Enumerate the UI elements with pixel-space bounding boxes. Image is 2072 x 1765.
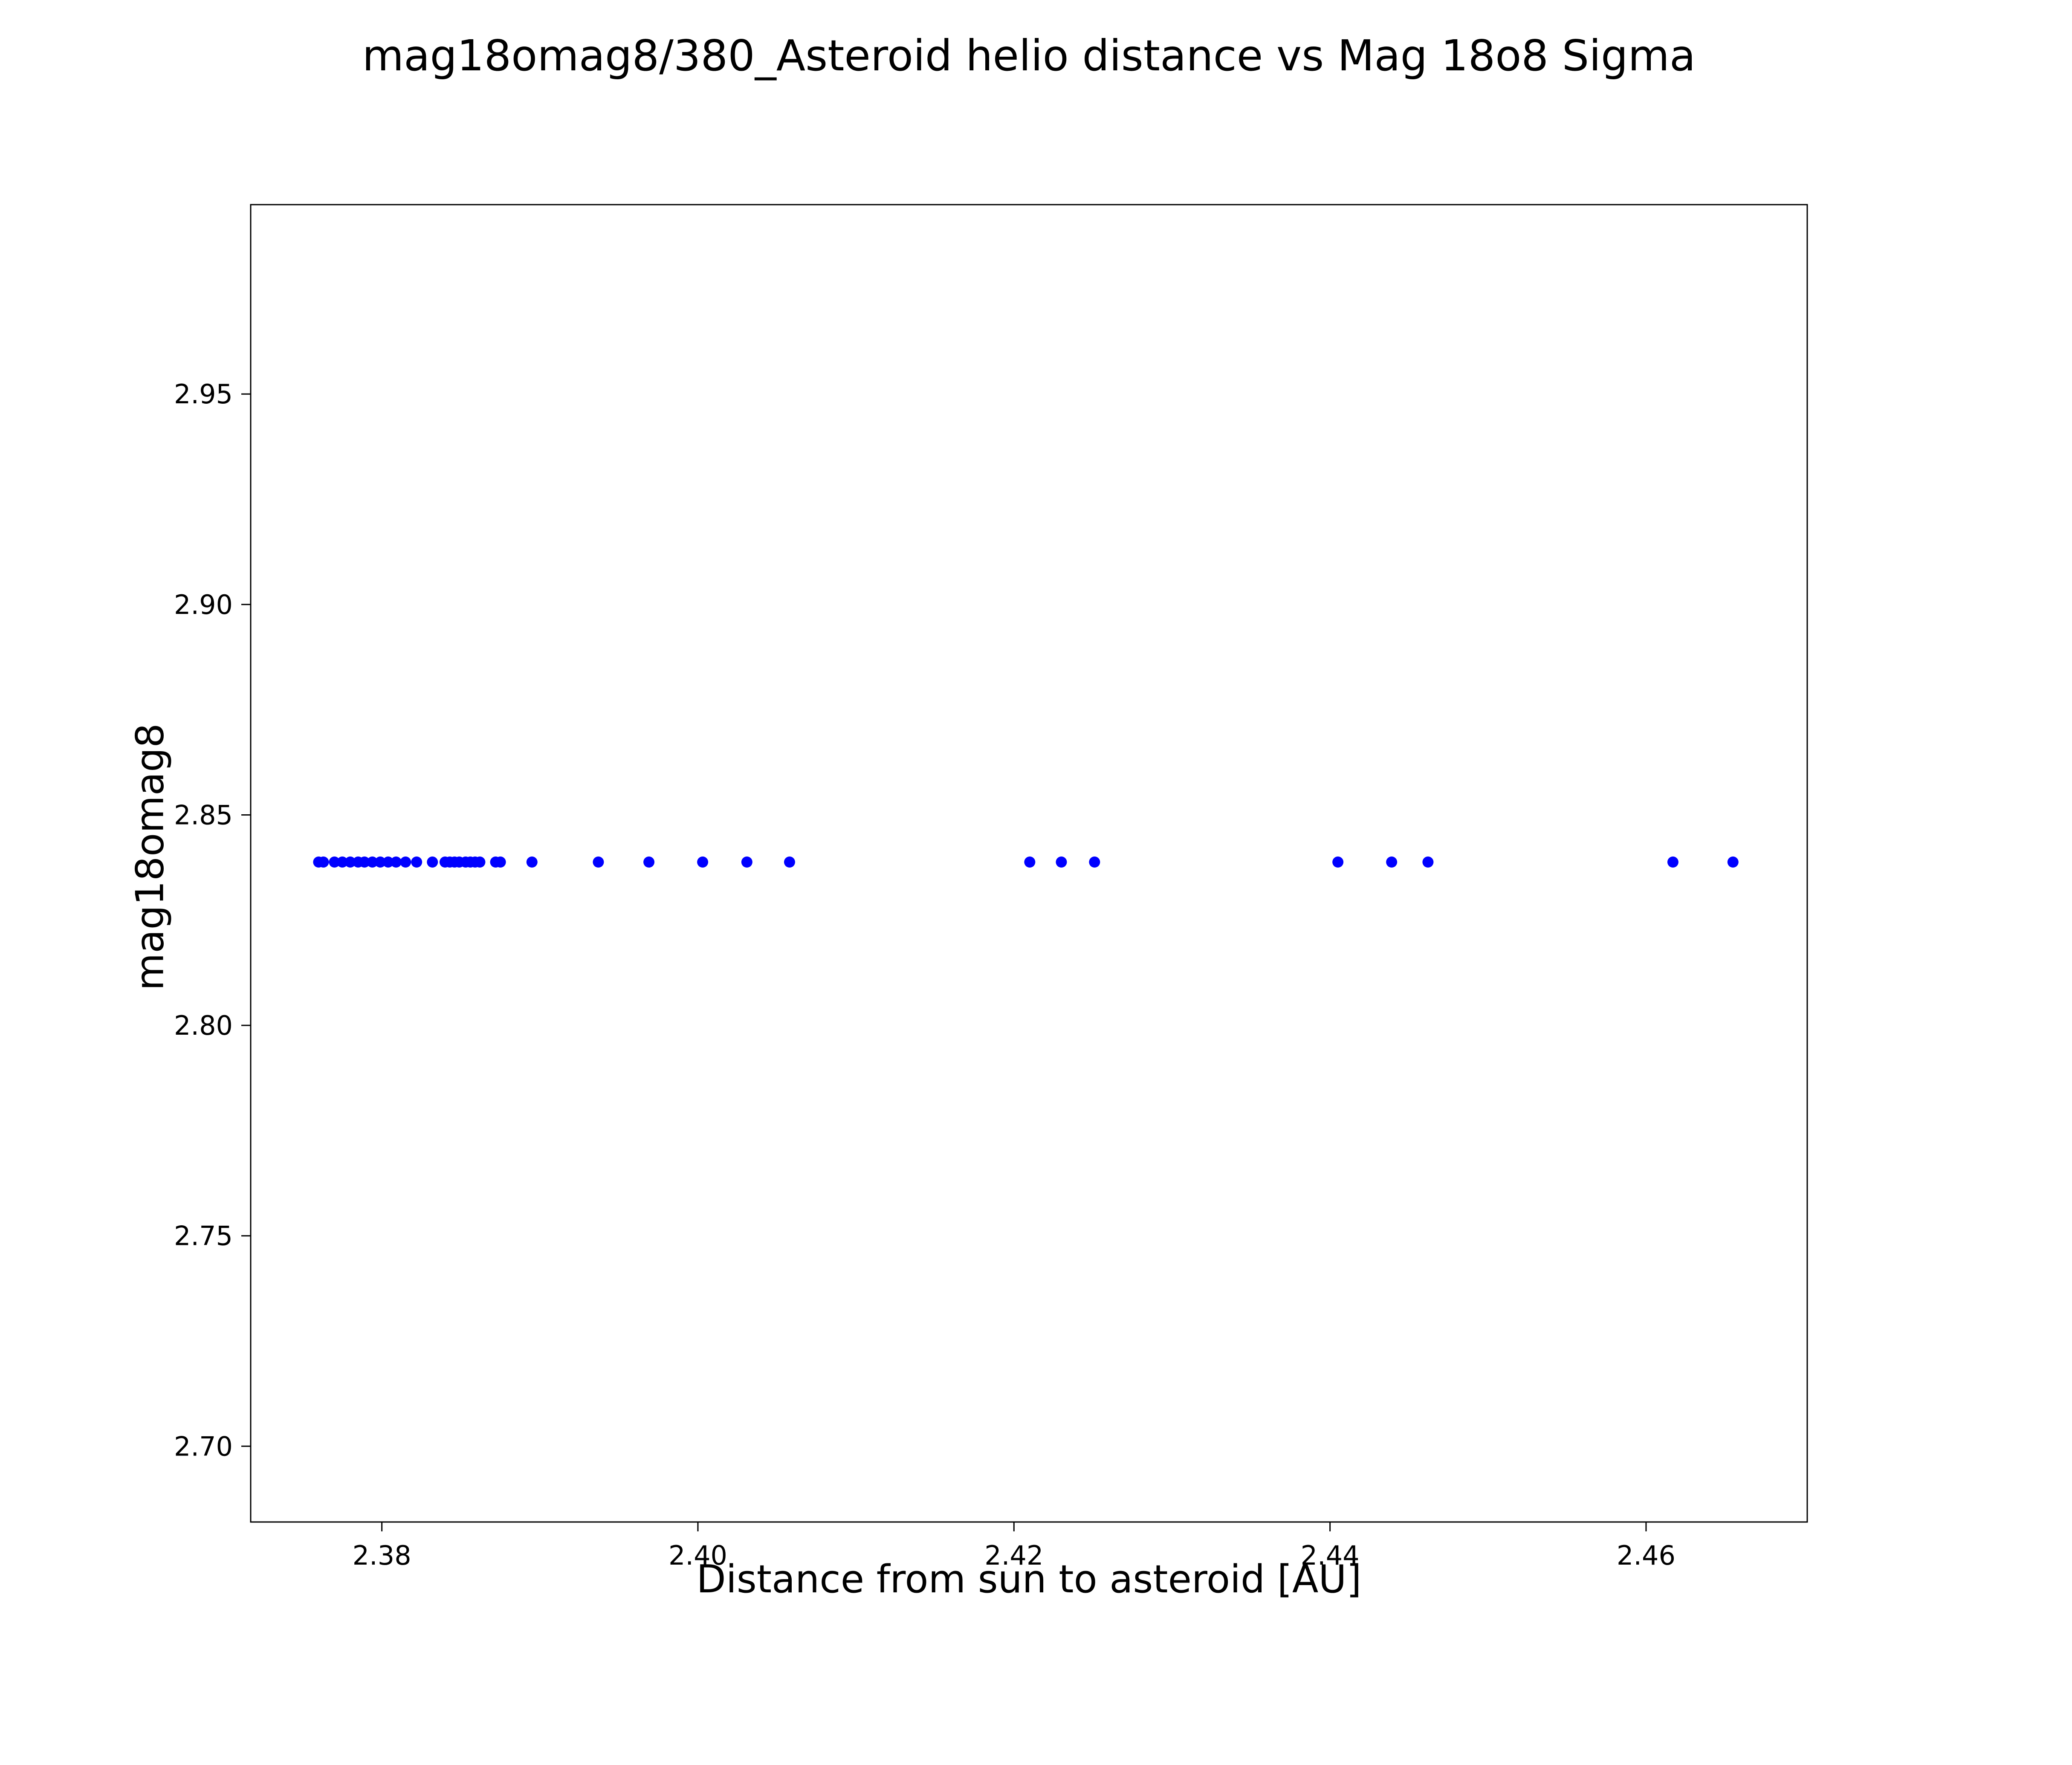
y-tick-label: 2.75: [174, 1221, 233, 1252]
data-point: [318, 856, 329, 868]
x-tick-label: 2.42: [984, 1540, 1043, 1571]
y-tick-label: 2.85: [174, 799, 233, 830]
data-point: [336, 856, 348, 868]
data-point: [1089, 856, 1100, 868]
data-point: [495, 856, 506, 868]
x-tick-label: 2.44: [1301, 1540, 1360, 1571]
data-point: [1667, 856, 1678, 868]
x-axis-label: Distance from sun to asteroid [AU]: [696, 1557, 1362, 1602]
data-point: [374, 856, 386, 868]
data-point: [741, 856, 752, 868]
data-point: [1332, 856, 1344, 868]
y-axis-label: mag18omag8: [127, 723, 173, 991]
data-point: [367, 856, 378, 868]
data-point: [784, 856, 795, 868]
x-tick-label: 2.38: [353, 1540, 411, 1571]
data-point: [526, 856, 538, 868]
y-tick-label: 2.70: [174, 1431, 233, 1462]
y-tick-label: 2.80: [174, 1010, 233, 1041]
data-point: [697, 856, 709, 868]
x-tick-label: 2.40: [668, 1540, 727, 1571]
data-point: [411, 856, 423, 868]
data-point: [382, 856, 394, 868]
data-point: [474, 856, 486, 868]
data-point: [391, 856, 402, 868]
data-point: [1386, 856, 1398, 868]
data-point: [400, 856, 411, 868]
data-point: [643, 856, 655, 868]
y-tick-label: 2.90: [174, 589, 233, 620]
data-point: [1056, 856, 1067, 868]
data-point: [344, 856, 356, 868]
data-point: [359, 856, 370, 868]
chart-title: mag18omag8/380_Asteroid helio distance v…: [362, 31, 1696, 81]
data-point: [1024, 856, 1036, 868]
y-tick-label: 2.95: [174, 379, 233, 410]
data-point: [1727, 856, 1739, 868]
data-point: [329, 856, 340, 868]
data-point: [1422, 856, 1434, 868]
data-point: [593, 856, 604, 868]
data-point: [427, 856, 438, 868]
x-tick-label: 2.46: [1617, 1540, 1676, 1571]
